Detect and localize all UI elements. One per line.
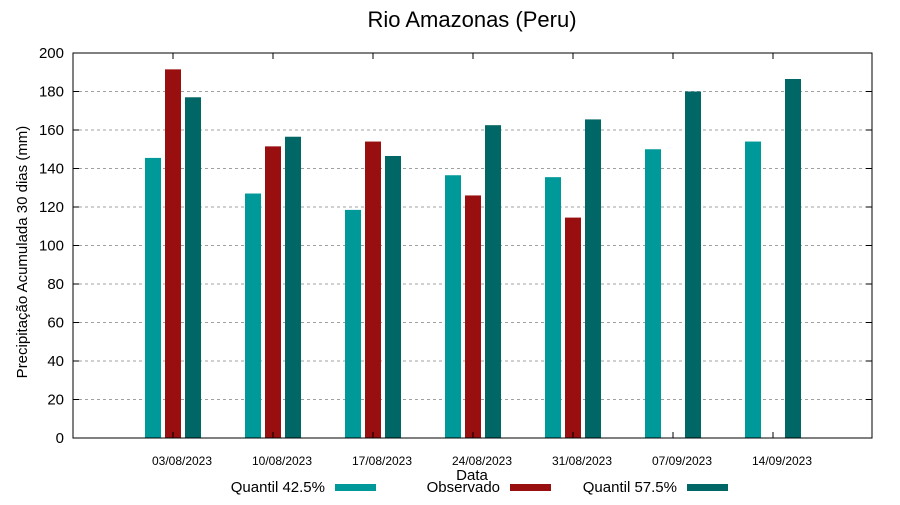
y-tick-label: 160	[39, 122, 64, 139]
legend-label: Observado	[427, 479, 500, 496]
bar-quantil-42-5-	[445, 175, 461, 439]
bar-quantil-42-5-	[745, 141, 761, 439]
bar-quantil-42-5-	[645, 149, 661, 438]
bar-quantil-57-5-	[785, 78, 801, 439]
y-tick-label: 40	[47, 353, 64, 370]
x-tick-label: 03/08/2023	[152, 454, 212, 468]
y-tick-label: 120	[39, 199, 64, 216]
bar-observado	[465, 195, 481, 438]
bar-quantil-57-5-	[585, 119, 601, 438]
x-axis-label: Data	[456, 467, 488, 484]
bar-quantil-42-5-	[245, 193, 261, 438]
bar-quantil-57-5-	[285, 136, 301, 439]
bar-quantil-57-5-	[485, 125, 501, 438]
y-tick-label: 200	[39, 45, 64, 62]
bar-quantil-42-5-	[545, 177, 561, 438]
bar-quantil-42-5-	[145, 157, 161, 438]
y-tick-label: 20	[47, 392, 64, 409]
legend-label: Quantil 42.5%	[231, 479, 325, 496]
y-tick-label: 80	[47, 276, 64, 293]
bar-observado	[365, 141, 381, 439]
bar-observado	[165, 69, 181, 439]
legend-swatch	[687, 484, 728, 491]
legend-swatch	[510, 484, 551, 491]
bar-observado	[565, 217, 581, 438]
y-tick-label: 180	[39, 84, 64, 101]
x-tick-label: 07/09/2023	[652, 454, 712, 468]
bar-quantil-42-5-	[345, 209, 361, 438]
x-tick-label: 17/08/2023	[352, 454, 412, 468]
x-tick-label: 31/08/2023	[552, 454, 612, 468]
y-axis-label: Precipitação Acumulada 30 dias (mm)	[14, 126, 31, 379]
y-tick-label: 60	[47, 315, 64, 332]
legend-swatch	[335, 484, 376, 491]
chart-title: Rio Amazonas (Peru)	[367, 7, 576, 32]
y-tick-label: 100	[39, 238, 64, 255]
legend-label: Quantil 57.5%	[583, 479, 677, 496]
bar-observado	[265, 146, 281, 439]
bar-quantil-57-5-	[685, 91, 701, 438]
y-tick-label: 140	[39, 161, 64, 178]
y-tick-label: 0	[56, 430, 64, 447]
bar-quantil-57-5-	[385, 155, 401, 439]
bar-quantil-57-5-	[185, 97, 201, 439]
x-tick-label: 10/08/2023	[252, 454, 312, 468]
x-tick-label: 14/09/2023	[752, 454, 812, 468]
x-tick-label: 24/08/2023	[452, 454, 512, 468]
